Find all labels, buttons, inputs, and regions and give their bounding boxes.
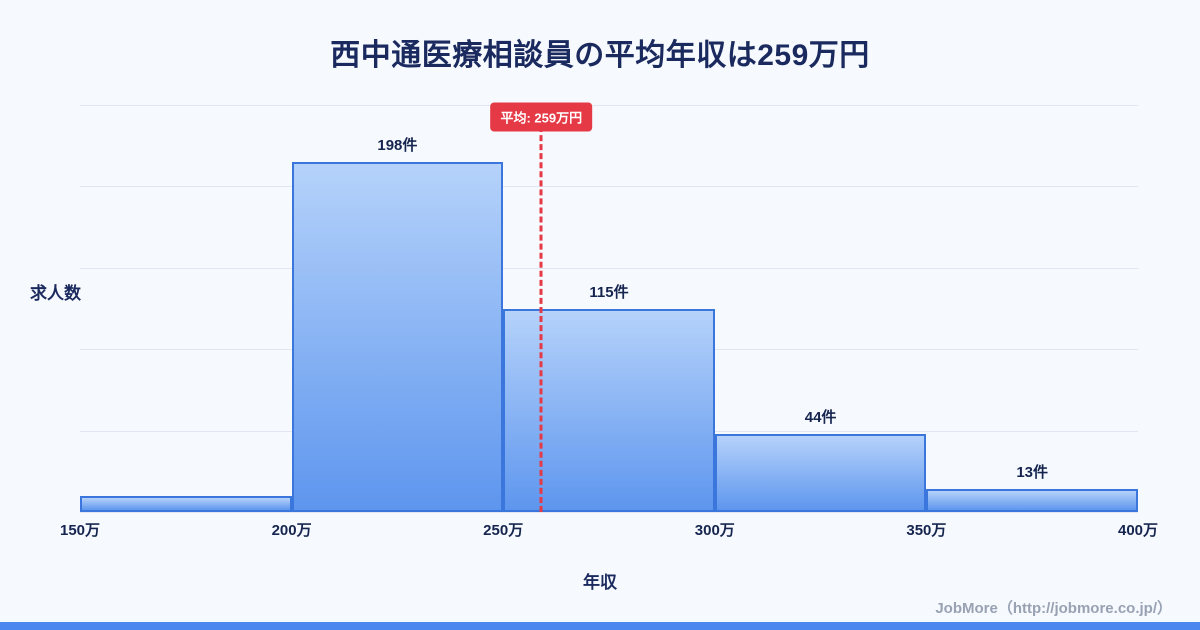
x-axis-ticks: 150万 200万 250万 300万 350万 400万 bbox=[60, 519, 1158, 541]
bar-value-label: 44件 bbox=[804, 409, 837, 427]
x-tick-label: 300万 bbox=[694, 522, 735, 539]
x-tick-label: 250万 bbox=[483, 522, 524, 539]
gridline bbox=[80, 186, 1138, 188]
x-tick-label: 200万 bbox=[271, 522, 312, 539]
histogram-bar bbox=[80, 496, 292, 512]
histogram-bar bbox=[291, 161, 504, 512]
gridline bbox=[80, 512, 1138, 513]
chart-title: 西中通医療相談員の平均年収は259万円 bbox=[330, 39, 870, 72]
gridline bbox=[80, 105, 1138, 106]
average-badge: 平均: 259万円 bbox=[490, 102, 593, 132]
x-axis-label: 年収 bbox=[583, 573, 617, 592]
average-line bbox=[539, 117, 543, 512]
bar-value-label: 198件 bbox=[377, 136, 418, 154]
gridline bbox=[80, 267, 1138, 269]
bar-value-label: 115件 bbox=[589, 283, 629, 301]
x-tick-label: 350万 bbox=[906, 522, 947, 539]
histogram-bar bbox=[926, 489, 1138, 512]
bottom-accent-bar bbox=[0, 622, 1200, 630]
histogram-bar bbox=[503, 308, 715, 512]
bar-value-label: 13件 bbox=[1016, 464, 1049, 481]
x-tick-label: 150万 bbox=[59, 522, 101, 539]
plot-area: 198件 115件 44件 13件 平均: 259万円 bbox=[80, 102, 1138, 513]
y-axis-label: 求人数 bbox=[30, 284, 81, 303]
histogram-bar bbox=[714, 434, 927, 512]
footer-credit: JobMore（http://jobmore.co.jp/） bbox=[935, 600, 1172, 617]
x-tick-label: 400万 bbox=[1117, 522, 1159, 539]
